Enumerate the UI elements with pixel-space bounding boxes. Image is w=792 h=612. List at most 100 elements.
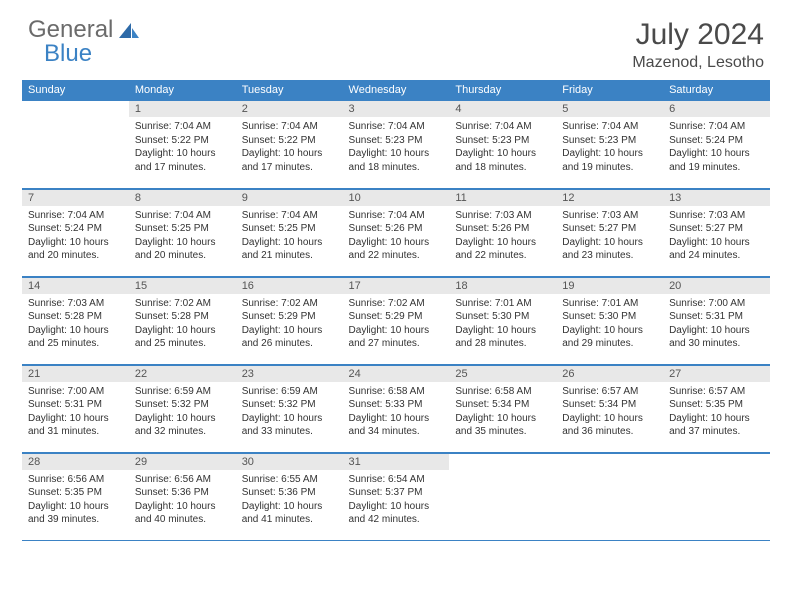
sunset-text: Sunset: 5:36 PM (135, 486, 230, 500)
day-details: Sunrise: 7:04 AMSunset: 5:24 PMDaylight:… (22, 206, 129, 267)
sunrise-text: Sunrise: 6:57 AM (669, 385, 764, 399)
daylight-text: Daylight: 10 hours and 26 minutes. (242, 324, 337, 351)
sunrise-text: Sunrise: 7:03 AM (669, 209, 764, 223)
daylight-text: Daylight: 10 hours and 23 minutes. (562, 236, 657, 263)
sunrise-text: Sunrise: 7:03 AM (455, 209, 550, 223)
daylight-text: Daylight: 10 hours and 29 minutes. (562, 324, 657, 351)
sunset-text: Sunset: 5:22 PM (242, 134, 337, 148)
calendar-cell: 10Sunrise: 7:04 AMSunset: 5:26 PMDayligh… (343, 188, 450, 276)
calendar-cell: 20Sunrise: 7:00 AMSunset: 5:31 PMDayligh… (663, 276, 770, 364)
sunrise-text: Sunrise: 7:01 AM (562, 297, 657, 311)
sunrise-text: Sunrise: 7:04 AM (349, 209, 444, 223)
day-header: Wednesday (343, 80, 450, 100)
daylight-text: Daylight: 10 hours and 19 minutes. (669, 147, 764, 174)
empty-day (663, 453, 770, 470)
day-number: 20 (663, 277, 770, 294)
calendar-cell: 23 Sunrise: 6:59 AMSunset: 5:32 PMDayligh… (236, 364, 343, 452)
sunrise-text: Sunrise: 7:03 AM (28, 297, 123, 311)
day-number: 5 (556, 100, 663, 117)
calendar-week-row: 7Sunrise: 7:04 AMSunset: 5:24 PMDaylight… (22, 188, 770, 276)
sunset-text: Sunset: 5:33 PM (349, 398, 444, 412)
day-details: Sunrise: 7:04 AMSunset: 5:25 PMDaylight:… (129, 206, 236, 267)
day-details: Sunrise: 7:01 AMSunset: 5:30 PMDaylight:… (449, 294, 556, 355)
sunset-text: Sunset: 5:29 PM (242, 310, 337, 324)
day-header: Saturday (663, 80, 770, 100)
sunset-text: Sunset: 5:23 PM (562, 134, 657, 148)
calendar-cell (556, 452, 663, 540)
day-header: Sunday (22, 80, 129, 100)
sunrise-text: Sunrise: 6:58 AM (349, 385, 444, 399)
day-number: 14 (22, 277, 129, 294)
sunrise-text: Sunrise: 6:56 AM (28, 473, 123, 487)
sunset-text: Sunset: 5:30 PM (562, 310, 657, 324)
logo-word-general: General (28, 16, 113, 43)
sunset-text: Sunset: 5:35 PM (28, 486, 123, 500)
calendar-cell: 2Sunrise: 7:04 AMSunset: 5:22 PMDaylight… (236, 100, 343, 188)
sunrise-text: Sunrise: 7:00 AM (669, 297, 764, 311)
calendar-cell (663, 452, 770, 540)
calendar-cell: 3Sunrise: 7:04 AMSunset: 5:23 PMDaylight… (343, 100, 450, 188)
day-number: 4 (449, 100, 556, 117)
daylight-text: Daylight: 10 hours and 42 minutes. (349, 500, 444, 527)
sunrise-text: Sunrise: 6:59 AM (135, 385, 230, 399)
day-details: Sunrise: 7:01 AMSunset: 5:30 PMDaylight:… (556, 294, 663, 355)
day-details: Sunrise: 6:55 AMSunset: 5:36 PMDaylight:… (236, 470, 343, 531)
sunrise-text: Sunrise: 6:59 AM (242, 385, 337, 399)
calendar-cell: 17Sunrise: 7:02 AMSunset: 5:29 PMDayligh… (343, 276, 450, 364)
sunset-text: Sunset: 5:27 PM (669, 222, 764, 236)
day-number: 6 (663, 100, 770, 117)
sunset-text: Sunset: 5:25 PM (135, 222, 230, 236)
daylight-text: Daylight: 10 hours and 22 minutes. (349, 236, 444, 263)
sunset-text: Sunset: 5:32 PM (135, 398, 230, 412)
day-details: Sunrise: 7:04 AMSunset: 5:23 PMDaylight:… (343, 117, 450, 178)
calendar-cell: 25Sunrise: 6:58 AMSunset: 5:34 PMDayligh… (449, 364, 556, 452)
calendar-week-row: 21Sunrise: 7:00 AMSunset: 5:31 PMDayligh… (22, 364, 770, 452)
day-header: Monday (129, 80, 236, 100)
calendar-cell: 14Sunrise: 7:03 AMSunset: 5:28 PMDayligh… (22, 276, 129, 364)
sunrise-text: Sunrise: 7:04 AM (28, 209, 123, 223)
daylight-text: Daylight: 10 hours and 33 minutes. (242, 412, 337, 439)
sunset-text: Sunset: 5:22 PM (135, 134, 230, 148)
calendar-table: Sunday Monday Tuesday Wednesday Thursday… (22, 80, 770, 541)
day-details: Sunrise: 6:58 AMSunset: 5:33 PMDaylight:… (343, 382, 450, 443)
sunset-text: Sunset: 5:26 PM (349, 222, 444, 236)
calendar-cell: 13Sunrise: 7:03 AMSunset: 5:27 PMDayligh… (663, 188, 770, 276)
day-number: 26 (556, 365, 663, 382)
daylight-text: Daylight: 10 hours and 18 minutes. (349, 147, 444, 174)
sunset-text: Sunset: 5:36 PM (242, 486, 337, 500)
daylight-text: Daylight: 10 hours and 22 minutes. (455, 236, 550, 263)
day-number: 23 (236, 365, 343, 382)
sunset-text: Sunset: 5:31 PM (669, 310, 764, 324)
calendar-cell: 9Sunrise: 7:04 AMSunset: 5:25 PMDaylight… (236, 188, 343, 276)
day-details: Sunrise: 6:56 AMSunset: 5:35 PMDaylight:… (22, 470, 129, 531)
sunset-text: Sunset: 5:32 PM (242, 398, 337, 412)
sunset-text: Sunset: 5:34 PM (455, 398, 550, 412)
logo-sail-icon (118, 21, 140, 39)
sunrise-text: Sunrise: 7:01 AM (455, 297, 550, 311)
sunrise-text: Sunrise: 7:00 AM (28, 385, 123, 399)
day-header: Tuesday (236, 80, 343, 100)
day-number: 21 (22, 365, 129, 382)
day-details: Sunrise: 7:04 AMSunset: 5:22 PMDaylight:… (236, 117, 343, 178)
calendar-cell: 1Sunrise: 7:04 AMSunset: 5:22 PMDaylight… (129, 100, 236, 188)
day-number: 7 (22, 189, 129, 206)
calendar-cell: 15Sunrise: 7:02 AMSunset: 5:28 PMDayligh… (129, 276, 236, 364)
sunset-text: Sunset: 5:24 PM (28, 222, 123, 236)
calendar-cell: 7Sunrise: 7:04 AMSunset: 5:24 PMDaylight… (22, 188, 129, 276)
day-details: Sunrise: 6:57 AMSunset: 5:35 PMDaylight:… (663, 382, 770, 443)
daylight-text: Daylight: 10 hours and 24 minutes. (669, 236, 764, 263)
day-header-row: Sunday Monday Tuesday Wednesday Thursday… (22, 80, 770, 100)
day-details: Sunrise: 6:54 AMSunset: 5:37 PMDaylight:… (343, 470, 450, 531)
daylight-text: Daylight: 10 hours and 20 minutes. (28, 236, 123, 263)
daylight-text: Daylight: 10 hours and 32 minutes. (135, 412, 230, 439)
daylight-text: Daylight: 10 hours and 25 minutes. (135, 324, 230, 351)
daylight-text: Daylight: 10 hours and 37 minutes. (669, 412, 764, 439)
day-number: 24 (343, 365, 450, 382)
sunset-text: Sunset: 5:25 PM (242, 222, 337, 236)
day-details: Sunrise: 7:04 AMSunset: 5:26 PMDaylight:… (343, 206, 450, 267)
sunrise-text: Sunrise: 7:04 AM (455, 120, 550, 134)
day-details: Sunrise: 7:03 AMSunset: 5:26 PMDaylight:… (449, 206, 556, 267)
calendar-cell: 12Sunrise: 7:03 AMSunset: 5:27 PMDayligh… (556, 188, 663, 276)
daylight-text: Daylight: 10 hours and 21 minutes. (242, 236, 337, 263)
calendar-cell (449, 452, 556, 540)
